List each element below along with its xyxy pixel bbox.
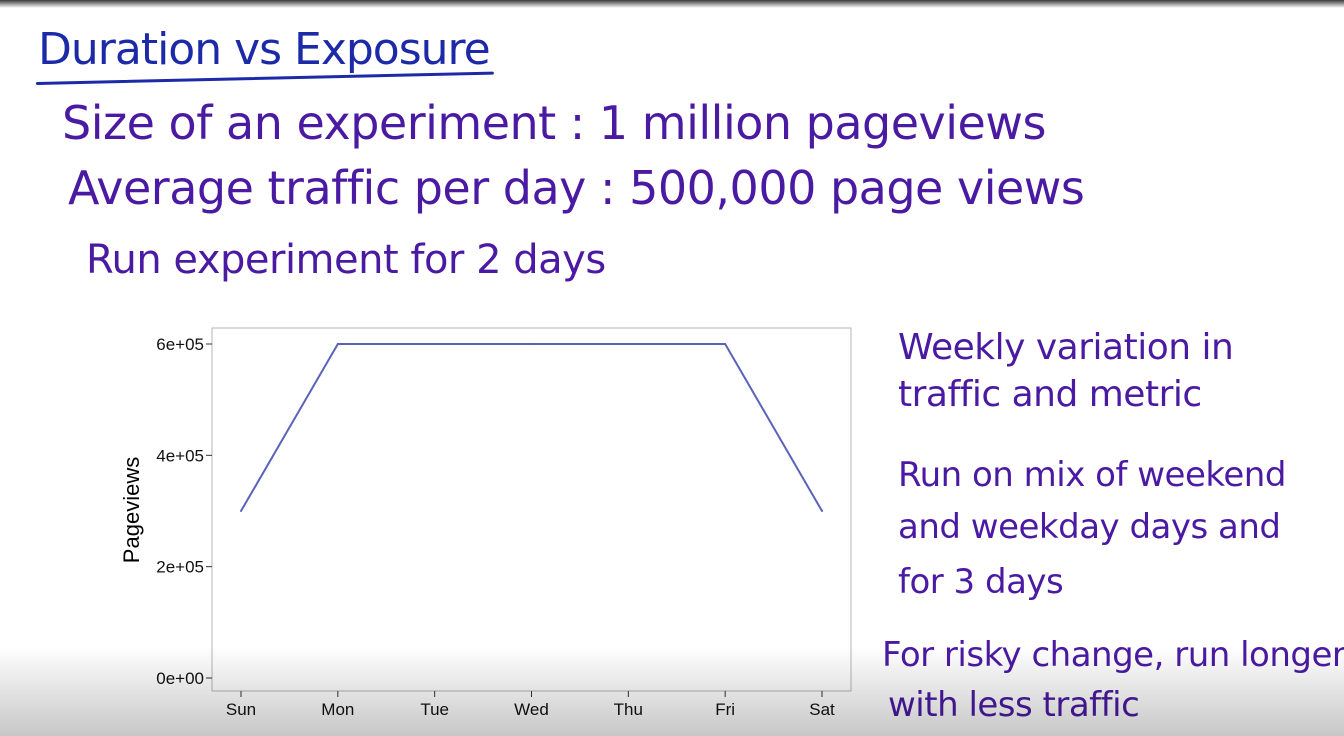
y-tick-label: 2e+05 [156,558,204,577]
series-layer [240,343,823,512]
data-point-sun [240,510,242,512]
y-tick-label: 6e+05 [156,335,204,354]
note-mix-days-2: and weekday days and [898,507,1281,547]
experiment-size-line: Size of an experiment : 1 million pagevi… [62,96,1046,150]
data-point-tue [433,343,436,345]
note-risky-change-2: with less traffic [888,685,1140,725]
average-traffic-line: Average traffic per day : 500,000 page v… [68,161,1085,215]
y-axis: 0e+00 2e+05 4e+05 6e+05 [156,335,212,688]
data-point-sat [821,510,823,512]
data-point-mon [336,343,339,345]
plot-panel [211,327,852,692]
y-tick-label: 0e+00 [156,669,204,688]
x-axis: Sun Mon Tue Wed Thu Fri Sat [226,691,835,719]
x-tick-label-sat: Sat [809,700,835,719]
x-tick-label-thu: Thu [614,700,643,719]
data-point-fri [724,343,727,345]
data-point-thu [627,343,630,345]
x-tick-label-tue: Tue [420,700,449,719]
note-risky-change-1: For risky change, run longer [882,635,1344,675]
y-tick-label: 4e+05 [156,446,204,465]
note-mix-days-1: Run on mix of weekend [898,455,1286,495]
x-tick-label-fri: Fri [715,700,735,719]
slide-title: Duration vs Exposure [38,24,491,75]
x-tick-label-mon: Mon [321,700,354,719]
run-duration-line: Run experiment for 2 days [86,237,606,283]
x-tick-label-wed: Wed [514,700,549,719]
x-tick-label-sun: Sun [226,700,256,719]
note-weekly-variation-1: Weekly variation in [898,327,1234,368]
y-axis-label: Pageviews [119,457,144,563]
window-top-edge [0,0,1344,8]
note-mix-days-3: for 3 days [898,562,1064,602]
data-point-wed [530,343,533,345]
note-weekly-variation-2: traffic and metric [898,374,1202,415]
